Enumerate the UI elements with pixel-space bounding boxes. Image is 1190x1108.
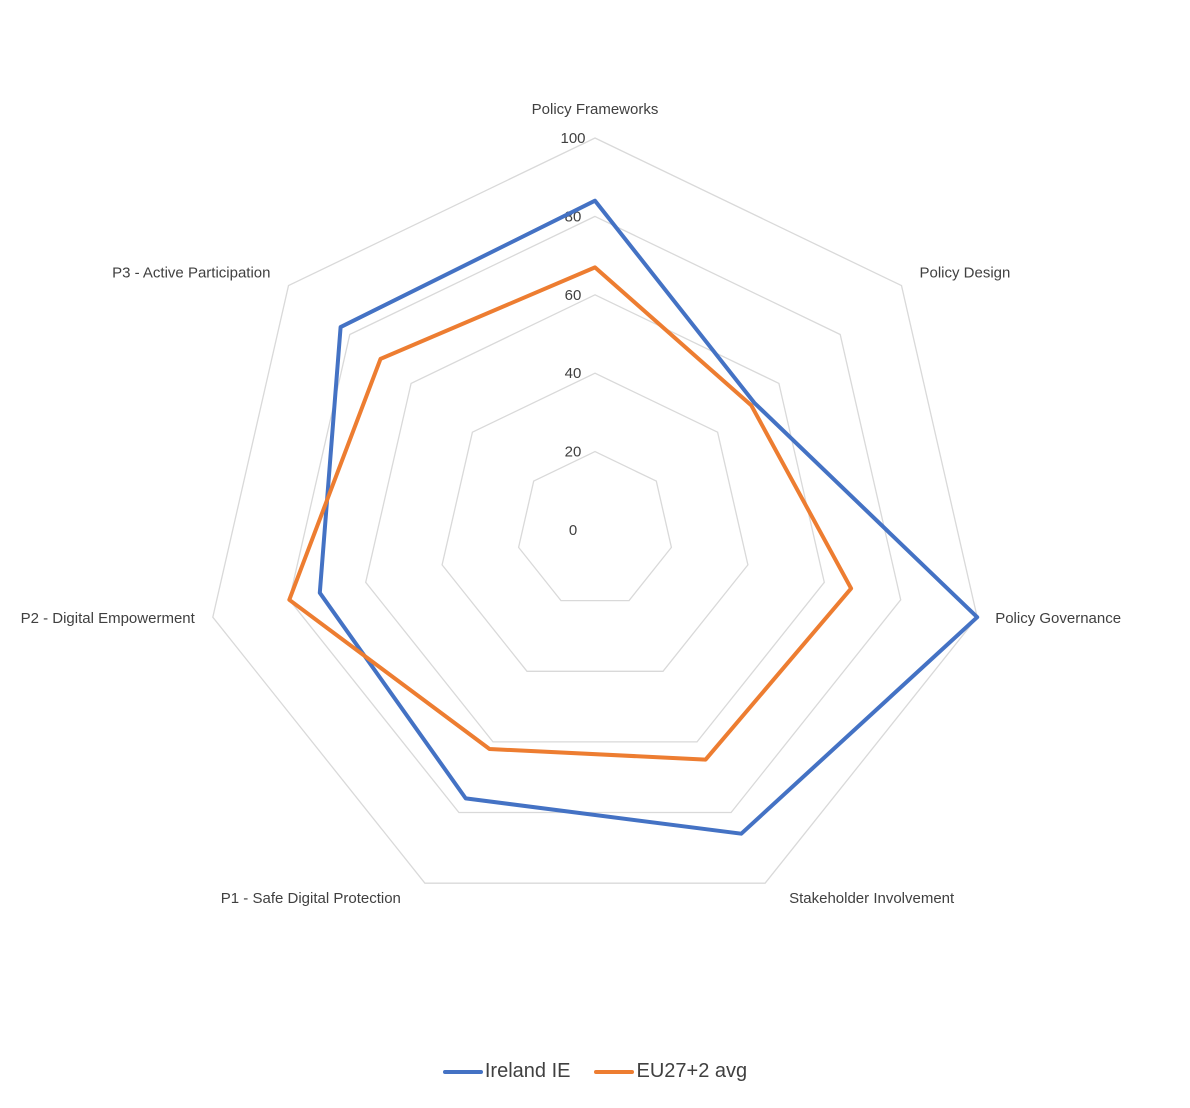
tick-label-20: 20 — [565, 444, 582, 461]
tick-label-100: 100 — [560, 130, 585, 147]
tick-label-60: 60 — [565, 287, 582, 304]
grid-ring-80 — [288, 215, 902, 814]
series-line-0 — [317, 198, 980, 836]
category-label-3: Stakeholder Involvement — [789, 890, 955, 907]
category-axis-labels: Policy Frameworks Policy Design Policy Gov… — [21, 101, 1122, 907]
legend-label-ireland: Ireland IE — [484, 1060, 571, 1082]
radar-grid — [212, 137, 978, 884]
category-label-0: Policy Frameworks — [532, 101, 659, 118]
category-label-5: P2 - Digital Empowerment — [21, 610, 196, 627]
legend-label-eu-avg: EU27+2 avg — [636, 1060, 748, 1082]
legend: Ireland IE EU27+2 avg — [0, 1060, 1190, 1083]
category-label-4: P1 - Safe Digital Protection — [221, 890, 401, 907]
series-lines — [287, 198, 980, 836]
legend-item-eu-avg[interactable]: EU27+2 avg — [594, 1060, 747, 1083]
legend-item-ireland[interactable]: Ireland IE — [442, 1060, 571, 1083]
legend-swatch-eu-avg — [594, 1069, 635, 1074]
tick-label-40: 40 — [565, 365, 582, 382]
grid-ring-100 — [212, 137, 978, 884]
category-label-2: Policy Governance — [995, 610, 1121, 627]
category-label-6: P3 - Active Participation — [112, 265, 270, 282]
category-label-1: Policy Design — [920, 265, 1011, 282]
grid-ring-40 — [441, 372, 749, 672]
tick-label-0: 0 — [569, 522, 577, 539]
grid-ring-60 — [364, 294, 826, 743]
series-line-1 — [287, 265, 854, 762]
grid-ring-20 — [517, 450, 673, 602]
legend-swatch-ireland — [442, 1069, 483, 1074]
